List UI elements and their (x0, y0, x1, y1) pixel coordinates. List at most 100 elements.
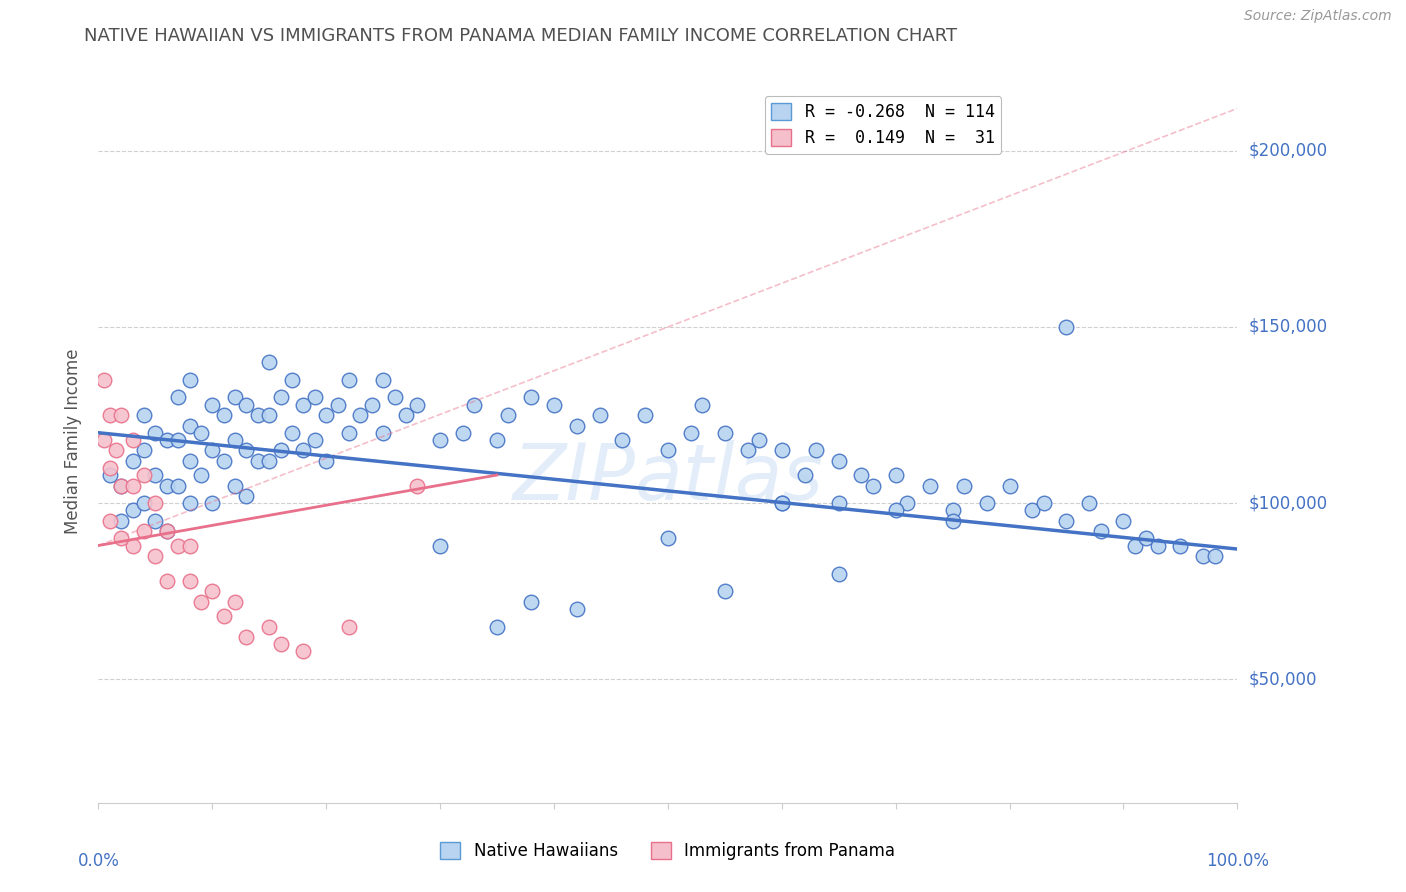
Point (110, 478, 132, 492)
Point (201, 398, 224, 412)
Point (259, 355, 281, 369)
Point (179, 496, 201, 510)
Point (337, 425, 360, 440)
Point (337, 373, 360, 387)
Point (1192, 549, 1215, 563)
Point (520, 595, 543, 609)
Legend: Native Hawaiians, Immigrants from Panama: Native Hawaiians, Immigrants from Panama (433, 835, 903, 867)
Y-axis label: Median Family Income: Median Family Income (65, 349, 83, 534)
Point (167, 433, 190, 447)
Point (486, 619, 509, 633)
Point (235, 443, 257, 458)
Point (304, 433, 326, 447)
Point (179, 418, 201, 433)
Point (1054, 320, 1078, 334)
Point (976, 496, 998, 510)
Point (156, 478, 179, 492)
Point (179, 539, 201, 553)
Point (942, 514, 965, 528)
Point (98, 514, 121, 528)
Point (98, 468, 121, 483)
Point (110, 514, 132, 528)
Point (942, 503, 965, 517)
Point (1032, 496, 1054, 510)
Point (190, 595, 212, 609)
Point (828, 454, 851, 468)
Point (104, 443, 127, 458)
Point (1090, 524, 1112, 539)
Point (246, 454, 269, 468)
Point (770, 496, 793, 510)
Point (98, 461, 121, 475)
Text: NATIVE HAWAIIAN VS IMMIGRANTS FROM PANAMA MEDIAN FAMILY INCOME CORRELATION CHART: NATIVE HAWAIIAN VS IMMIGRANTS FROM PANAM… (84, 27, 957, 45)
Text: $200,000: $200,000 (1249, 142, 1327, 160)
Point (212, 408, 235, 422)
Point (224, 595, 246, 609)
Point (657, 532, 679, 546)
Point (1054, 514, 1078, 528)
Point (235, 630, 257, 644)
Point (156, 524, 179, 539)
Point (315, 408, 337, 422)
Point (270, 391, 292, 405)
Point (770, 496, 793, 510)
Point (292, 443, 315, 458)
Point (371, 425, 394, 440)
Point (304, 391, 326, 405)
Point (235, 398, 257, 412)
Point (498, 408, 520, 422)
Point (371, 373, 394, 387)
Point (918, 478, 941, 492)
Point (212, 454, 235, 468)
Point (565, 418, 588, 433)
Point (1123, 539, 1146, 553)
Point (429, 433, 451, 447)
Point (862, 478, 884, 492)
Point (634, 408, 657, 422)
Point (463, 398, 485, 412)
Point (121, 433, 143, 447)
Point (132, 524, 155, 539)
Point (804, 443, 827, 458)
Point (1204, 549, 1226, 563)
Point (748, 433, 770, 447)
Point (121, 539, 143, 553)
Point (281, 425, 304, 440)
Point (998, 478, 1021, 492)
Point (93, 373, 115, 387)
Point (395, 408, 418, 422)
Point (486, 433, 509, 447)
Point (212, 609, 235, 624)
Text: ZIPatlas: ZIPatlas (512, 440, 824, 516)
Text: $150,000: $150,000 (1249, 318, 1327, 336)
Point (121, 478, 143, 492)
Point (132, 408, 155, 422)
Point (246, 408, 269, 422)
Point (588, 408, 610, 422)
Point (224, 433, 246, 447)
Point (201, 443, 224, 458)
Point (281, 373, 304, 387)
Point (1146, 539, 1168, 553)
Text: 100.0%: 100.0% (1206, 852, 1268, 870)
Point (132, 496, 155, 510)
Point (1135, 532, 1157, 546)
Point (145, 549, 167, 563)
Point (770, 443, 793, 458)
Point (1078, 496, 1101, 510)
Point (145, 496, 167, 510)
Point (714, 425, 737, 440)
Point (235, 489, 257, 503)
Point (132, 443, 155, 458)
Point (156, 433, 179, 447)
Point (315, 454, 337, 468)
Point (201, 584, 224, 599)
Point (110, 408, 132, 422)
Point (360, 398, 382, 412)
Point (93, 433, 115, 447)
Point (179, 574, 201, 588)
Text: $50,000: $50,000 (1249, 671, 1317, 689)
Point (828, 496, 851, 510)
Point (270, 637, 292, 651)
Point (884, 468, 907, 483)
